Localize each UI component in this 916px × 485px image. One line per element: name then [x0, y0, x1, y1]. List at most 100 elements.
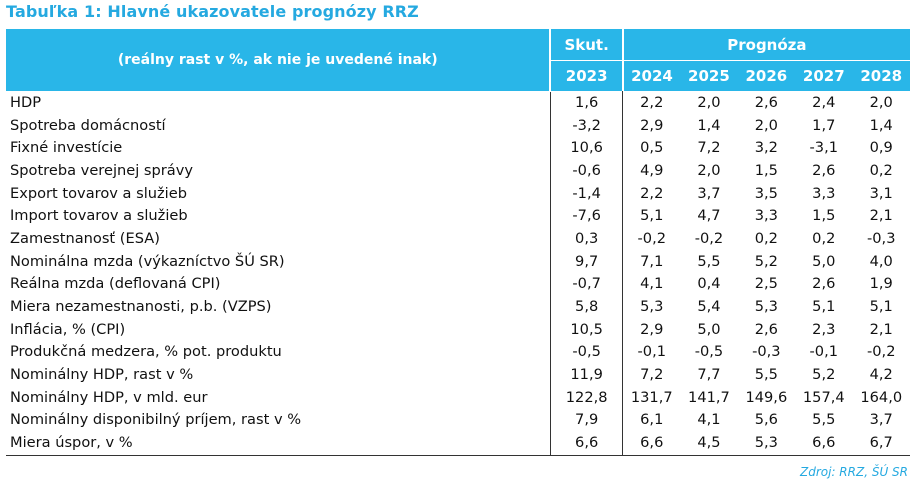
forecast-value-cell: -0,2 — [694, 229, 724, 247]
actual-value-cell: -0,5 — [549, 341, 624, 364]
forecast-value-cell: 5,3 — [737, 431, 796, 456]
table-row: Spotreba verejnej správy -0,6 4,9 2,0 1,5 2,6… — [6, 159, 910, 183]
row-label: Spotreba domácností — [10, 116, 166, 134]
actual-value-cell: 6,6 — [549, 431, 624, 456]
forecast-value-cell: 1,7 — [812, 116, 836, 134]
forecast-value-cell: 1,4 — [869, 116, 893, 134]
forecast-value-cell: 2,0 — [697, 93, 721, 111]
forecast-value-cell: 7,1 — [640, 252, 664, 270]
forecast-table: (reálny rast v %, ak nie je uvedené inak… — [6, 29, 910, 456]
actual-header: Skut. — [550, 29, 624, 61]
row-label: Nominálny HDP, rast v % — [10, 366, 194, 384]
table-row: Reálna mzda (deflovaná CPI) -0,7 4,1 0,4 2,5… — [6, 273, 910, 296]
forecast-value-cell: 6,6 — [622, 431, 681, 456]
actual-value-cell: 0,3 — [549, 227, 624, 251]
year-header: 2026 — [737, 60, 796, 91]
forecast-value-cell: 4,7 — [697, 207, 721, 225]
forecast-value-cell: 2,0 — [869, 93, 893, 111]
forecast-value-cell: 2,0 — [697, 161, 721, 179]
row-label: Produkčná medzera, % pot. produktu — [10, 343, 282, 361]
table-row: Fixné investície 10,6 0,5 7,2 3,2 -3,1 0,9 — [6, 136, 910, 160]
row-label: HDP — [10, 93, 42, 111]
year-header: 2027 — [795, 60, 853, 91]
forecast-value-cell: 2,0 — [754, 116, 778, 134]
forecast-value-cell: 2,2 — [640, 184, 664, 202]
table-row: Nominálny HDP, rast v % 11,9 7,2 7,7 5,5 5,2 4… — [6, 363, 910, 387]
forecast-value-cell: 0,2 — [869, 161, 893, 179]
forecast-value-cell: 5,2 — [812, 366, 836, 384]
forecast-value-cell: 4,0 — [869, 252, 893, 270]
forecast-value-cell: 5,2 — [754, 252, 778, 270]
table-row: Produkčná medzera, % pot. produktu -0,5 -0… — [6, 341, 910, 364]
forecast-value-cell: 0,2 — [812, 229, 836, 247]
table-row: Spotreba domácností -3,2 2,9 1,4 2,0 1,7 1,4 — [6, 114, 910, 137]
forecast-value-cell: 1,5 — [754, 161, 778, 179]
forecast-value-cell: -0,2 — [867, 343, 896, 361]
forecast-value-cell: 0,4 — [697, 275, 721, 293]
actual-value-cell: -0,7 — [549, 273, 624, 296]
forecast-value-cell: 6,6 — [795, 431, 853, 456]
row-label: Reálna mzda (deflovaná CPI) — [10, 275, 221, 293]
row-label: Nominálny disponibilný príjem, rast v % — [10, 411, 302, 429]
forecast-value-cell: 3,1 — [869, 184, 893, 202]
forecast-value-cell: 157,4 — [802, 388, 845, 406]
actual-value-cell: 10,6 — [549, 136, 624, 160]
table-row: Nominálna mzda (výkazníctvo ŠÚ SR) 9,7 7,1… — [6, 250, 910, 273]
row-label: Nominálny HDP, v mld. eur — [10, 388, 208, 406]
actual-value-cell: 9,7 — [549, 250, 624, 273]
forecast-value-cell: 5,6 — [754, 411, 778, 429]
forecast-value-cell: -0,3 — [752, 343, 781, 361]
forecast-value-cell: -0,2 — [637, 229, 666, 247]
year-header: 2025 — [680, 60, 738, 91]
table-subtitle: (reálny rast v %, ak nie je uvedené inak… — [6, 29, 552, 92]
table-title: Tabuľka 1: Hlavné ukazovatele prognózy R… — [6, 2, 419, 21]
table-row: HDP 1,6 2,2 2,0 2,6 2,4 2,0 — [6, 91, 910, 115]
forecast-value-cell: 2,1 — [869, 320, 893, 338]
actual-value-cell: 122,8 — [549, 386, 624, 410]
forecast-value-cell: 4,1 — [697, 411, 721, 429]
table-row: Inflácia, % (CPI) 10,5 2,9 5,0 2,6 2,3 2,1 — [6, 318, 910, 342]
actual-value-cell: 7,9 — [549, 409, 624, 432]
forecast-value-cell: 5,1 — [812, 298, 836, 316]
actual-value-cell: 10,5 — [549, 318, 624, 342]
forecast-value-cell: 2,6 — [812, 275, 836, 293]
forecast-value-cell: 5,5 — [812, 411, 836, 429]
forecast-value-cell: 5,1 — [869, 298, 893, 316]
forecast-header: Prognóza — [622, 29, 910, 61]
year-header: 2028 — [852, 60, 910, 91]
forecast-value-cell: 3,2 — [754, 139, 778, 157]
forecast-value-cell: 1,5 — [812, 207, 836, 225]
table-row: Import tovarov a služieb -7,6 5,1 4,7 3,3 1,5… — [6, 204, 910, 228]
row-label: Nominálna mzda (výkazníctvo ŠÚ SR) — [10, 252, 285, 270]
forecast-value-cell: -0,1 — [637, 343, 666, 361]
actual-value-cell: -0,6 — [549, 159, 624, 183]
forecast-value-cell: 5,3 — [754, 298, 778, 316]
forecast-value-cell: -3,1 — [809, 139, 839, 157]
forecast-value-cell: 2,6 — [754, 320, 778, 338]
forecast-value-cell: 164,0 — [860, 388, 903, 406]
year-header: 2023 — [550, 60, 624, 91]
forecast-value-cell: 2,4 — [812, 93, 836, 111]
actual-value-cell: 5,8 — [549, 295, 624, 319]
forecast-value-cell: 7,2 — [697, 139, 721, 157]
forecast-value-cell: 4,9 — [640, 161, 664, 179]
table-row: Zamestnanosť (ESA) 0,3 -0,2 -0,2 0,2 0,2 -0,3 — [6, 227, 910, 251]
forecast-value-cell: 2,6 — [754, 93, 778, 111]
row-label: Import tovarov a služieb — [10, 207, 188, 225]
forecast-value-cell: 0,5 — [640, 139, 664, 157]
actual-value-cell: -3,2 — [549, 114, 624, 137]
forecast-value-cell: 2,5 — [754, 275, 778, 293]
forecast-value-cell: 3,7 — [697, 184, 721, 202]
forecast-value-cell: 5,3 — [640, 298, 664, 316]
forecast-value-cell: 1,9 — [869, 275, 893, 293]
forecast-value-cell: 5,0 — [812, 252, 836, 270]
forecast-value-cell: 5,5 — [754, 366, 778, 384]
table-row: Miera úspor, v % 6,6 6,6 4,5 5,3 6,6 6,7 — [6, 431, 910, 456]
forecast-value-cell: 3,3 — [812, 184, 836, 202]
row-label: Miera nezamestnanosti, p.b. (VZPS) — [10, 298, 272, 316]
forecast-value-cell: 5,5 — [697, 252, 721, 270]
forecast-value-cell: 1,4 — [697, 116, 721, 134]
actual-value-cell: -7,6 — [549, 204, 624, 228]
forecast-value-cell: 5,4 — [697, 298, 721, 316]
table-row: Nominálny disponibilný príjem, rast v % 7… — [6, 409, 910, 432]
